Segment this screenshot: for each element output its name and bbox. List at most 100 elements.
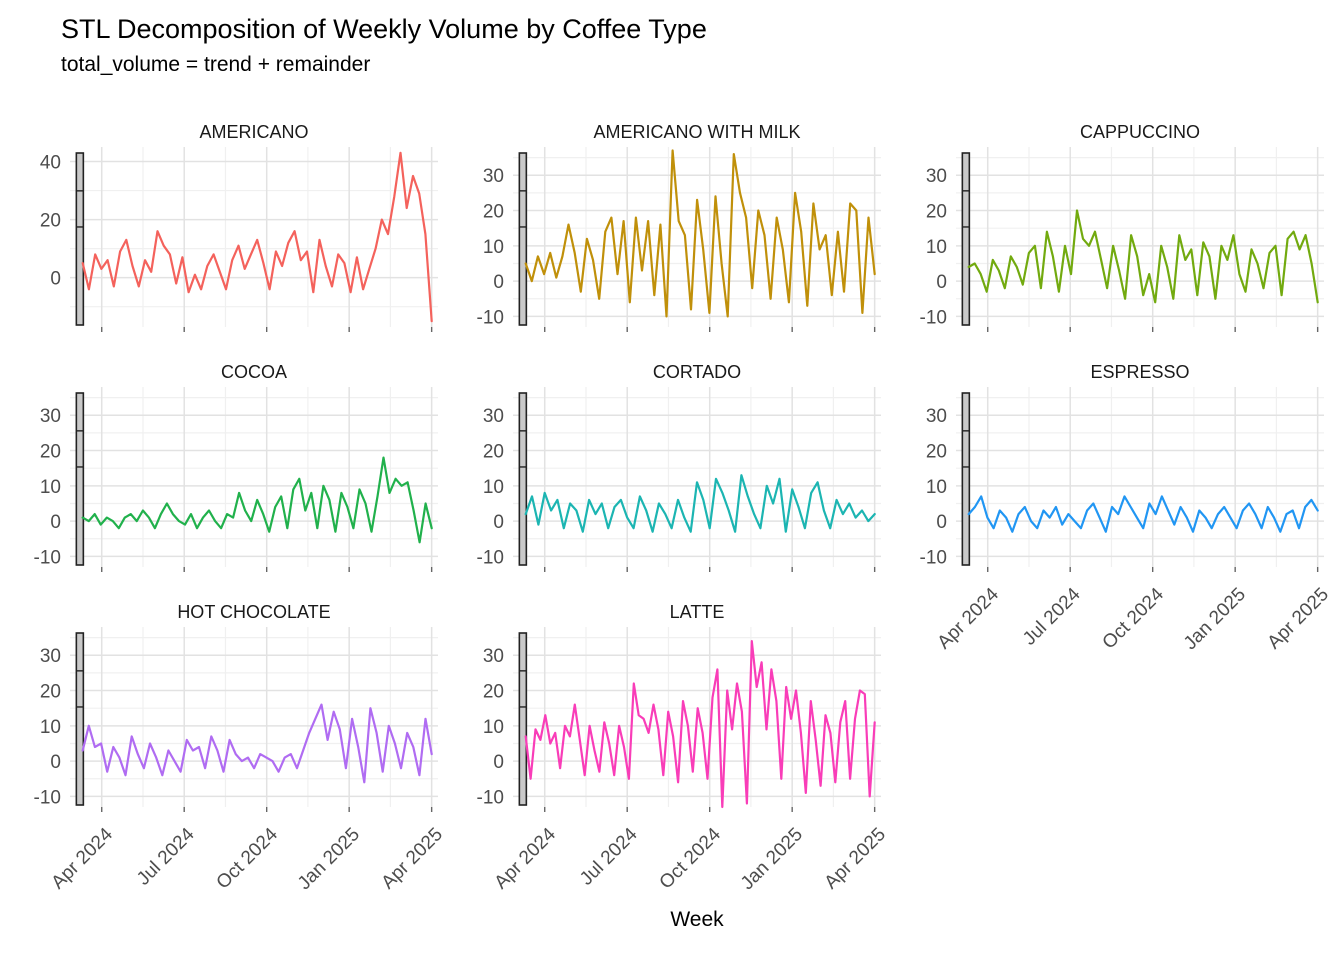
y-tick-label: 20 xyxy=(40,211,61,232)
x-tick-label: Oct 2024 xyxy=(212,824,282,894)
x-tick-label: Jul 2024 xyxy=(576,824,643,890)
x-tick-label: Jan 2025 xyxy=(736,824,808,895)
y-tick-label: 20 xyxy=(40,682,61,703)
y-tick-label: 20 xyxy=(40,442,61,463)
x-tick-label: Oct 2024 xyxy=(655,824,725,894)
scale-range-bar xyxy=(75,632,85,806)
facet-title: AMERICANO WITH MILK xyxy=(593,122,801,142)
remainder-line xyxy=(81,151,433,323)
x-tick-label: Jan 2025 xyxy=(293,824,365,895)
y-tick-label: -10 xyxy=(34,787,61,808)
empty-cell xyxy=(906,598,1344,928)
facet-title: COCOA xyxy=(220,362,287,382)
x-axis: Apr 2024 Jul 2024 Oct 2024 Jan 2025 Apr 2025 xyxy=(20,814,463,904)
y-tick-label: 20 xyxy=(483,442,504,463)
y-tick-label: 0 xyxy=(50,752,61,773)
y-tick-label: 30 xyxy=(483,166,504,187)
facet-plot: -10 0 10 20 30 xyxy=(20,624,463,823)
facet-latte: LATTE -10 0 10 20 30 Apr 2024 Jul 2024 Oct 2024 J… xyxy=(463,598,906,928)
stl-decomposition-figure: STL Decomposition of Weekly Volume by Co… xyxy=(0,14,1344,974)
remainder-line xyxy=(967,209,1319,304)
facet-cappuccino: CAPPUCCINO -10 0 10 20 30 xyxy=(906,118,1344,358)
scale-range-bar xyxy=(961,392,971,566)
scale-range-bar xyxy=(518,632,528,806)
panel-cortado: -10 0 10 20 30 xyxy=(477,387,881,572)
y-tick-label: 30 xyxy=(40,646,61,667)
y-tick-label: 20 xyxy=(926,202,947,223)
panel-latte: -10 0 10 20 30 xyxy=(477,627,881,812)
scale-range-bar xyxy=(518,392,528,566)
panel-cocoa: -10 0 10 20 30 xyxy=(34,387,438,572)
y-tick-label: 30 xyxy=(40,406,61,427)
facet-grid: AMERICANO 0 20 40 AMERICANO WITH MILK -10 0 10 2… xyxy=(20,118,1344,928)
y-tick-label: -10 xyxy=(34,547,61,568)
y-tick-label: 10 xyxy=(40,477,61,498)
facet-title: CAPPUCCINO xyxy=(1079,122,1200,142)
remainder-line xyxy=(81,456,433,544)
remainder-line xyxy=(524,474,876,533)
y-tick-label: 10 xyxy=(483,237,504,258)
facet-title: HOT CHOCOLATE xyxy=(177,602,331,622)
y-tick-label: -10 xyxy=(477,307,504,328)
remainder-line xyxy=(81,703,433,784)
facet-cortado: CORTADO -10 0 10 20 30 xyxy=(463,358,906,598)
y-tick-label: -10 xyxy=(477,547,504,568)
remainder-line xyxy=(524,149,876,318)
y-tick-label: 10 xyxy=(40,717,61,738)
panel-americano: 0 20 40 xyxy=(40,147,438,332)
chart-subtitle: total_volume = trend + remainder xyxy=(61,53,371,77)
y-tick-label: -10 xyxy=(477,787,504,808)
facet-plot: -10 0 10 20 30 xyxy=(906,144,1344,343)
facet-americano-with-milk: AMERICANO WITH MILK -10 0 10 20 30 xyxy=(463,118,906,358)
facet-plot: 0 20 40 xyxy=(20,144,463,343)
chart-title: STL Decomposition of Weekly Volume by Co… xyxy=(61,14,707,44)
y-tick-label: -10 xyxy=(920,307,947,328)
panel-cappuccino: -10 0 10 20 30 xyxy=(920,147,1324,332)
y-tick-label: 0 xyxy=(936,512,947,533)
facet-americano: AMERICANO 0 20 40 xyxy=(20,118,463,358)
y-tick-label: 0 xyxy=(50,269,61,290)
facet-title: AMERICANO xyxy=(199,122,309,142)
facet-plot: -10 0 10 20 30 xyxy=(463,624,906,823)
facet-cocoa: COCOA -10 0 10 20 30 xyxy=(20,358,463,598)
y-tick-label: 10 xyxy=(483,477,504,498)
facet-hot-chocolate: HOT CHOCOLATE -10 0 10 20 30 Apr 2024 Jul 2024 O… xyxy=(20,598,463,928)
remainder-line xyxy=(967,495,1319,533)
x-tick-label: Apr 2025 xyxy=(820,824,890,894)
y-tick-label: 40 xyxy=(40,153,61,174)
facet-plot: -10 0 10 20 30 xyxy=(463,384,906,583)
y-tick-label: 0 xyxy=(50,512,61,533)
y-tick-label: 10 xyxy=(926,237,947,258)
y-tick-label: 10 xyxy=(926,477,947,498)
y-tick-label: 0 xyxy=(493,512,504,533)
y-tick-label: -10 xyxy=(920,547,947,568)
scale-range-bar xyxy=(75,152,85,326)
y-tick-label: 20 xyxy=(926,442,947,463)
x-tick-label: Jul 2024 xyxy=(133,824,200,890)
panel-hot-chocolate: -10 0 10 20 30 xyxy=(34,627,438,812)
x-axis-title: Week xyxy=(670,908,724,931)
facet-plot: -10 0 10 20 30 xyxy=(20,384,463,583)
remainder-line xyxy=(524,640,876,809)
facet-title: ESPRESSO xyxy=(1090,362,1190,382)
y-tick-label: 20 xyxy=(483,202,504,223)
y-tick-label: 10 xyxy=(483,717,504,738)
facet-title: LATTE xyxy=(669,602,725,622)
y-tick-label: 20 xyxy=(483,682,504,703)
x-axis: Apr 2024 Jul 2024 Oct 2024 Jan 2025 Apr 2025 xyxy=(463,814,906,904)
x-tick-label: Apr 2024 xyxy=(490,824,560,894)
facet-plot: -10 0 10 20 30 xyxy=(906,384,1344,583)
facet-plot: -10 0 10 20 30 xyxy=(463,144,906,343)
scale-range-bar xyxy=(75,392,85,566)
x-tick-label: Apr 2024 xyxy=(47,824,117,894)
y-tick-label: 30 xyxy=(483,406,504,427)
facet-title: CORTADO xyxy=(652,362,742,382)
y-tick-label: 0 xyxy=(493,272,504,293)
panel-americano-with-milk: -10 0 10 20 30 xyxy=(477,147,881,332)
scale-range-bar xyxy=(961,152,971,326)
x-tick-label: Apr 2025 xyxy=(377,824,447,894)
y-tick-label: 30 xyxy=(926,166,947,187)
y-tick-label: 30 xyxy=(483,646,504,667)
y-tick-label: 0 xyxy=(936,272,947,293)
panel-espresso: -10 0 10 20 30 xyxy=(920,387,1324,572)
